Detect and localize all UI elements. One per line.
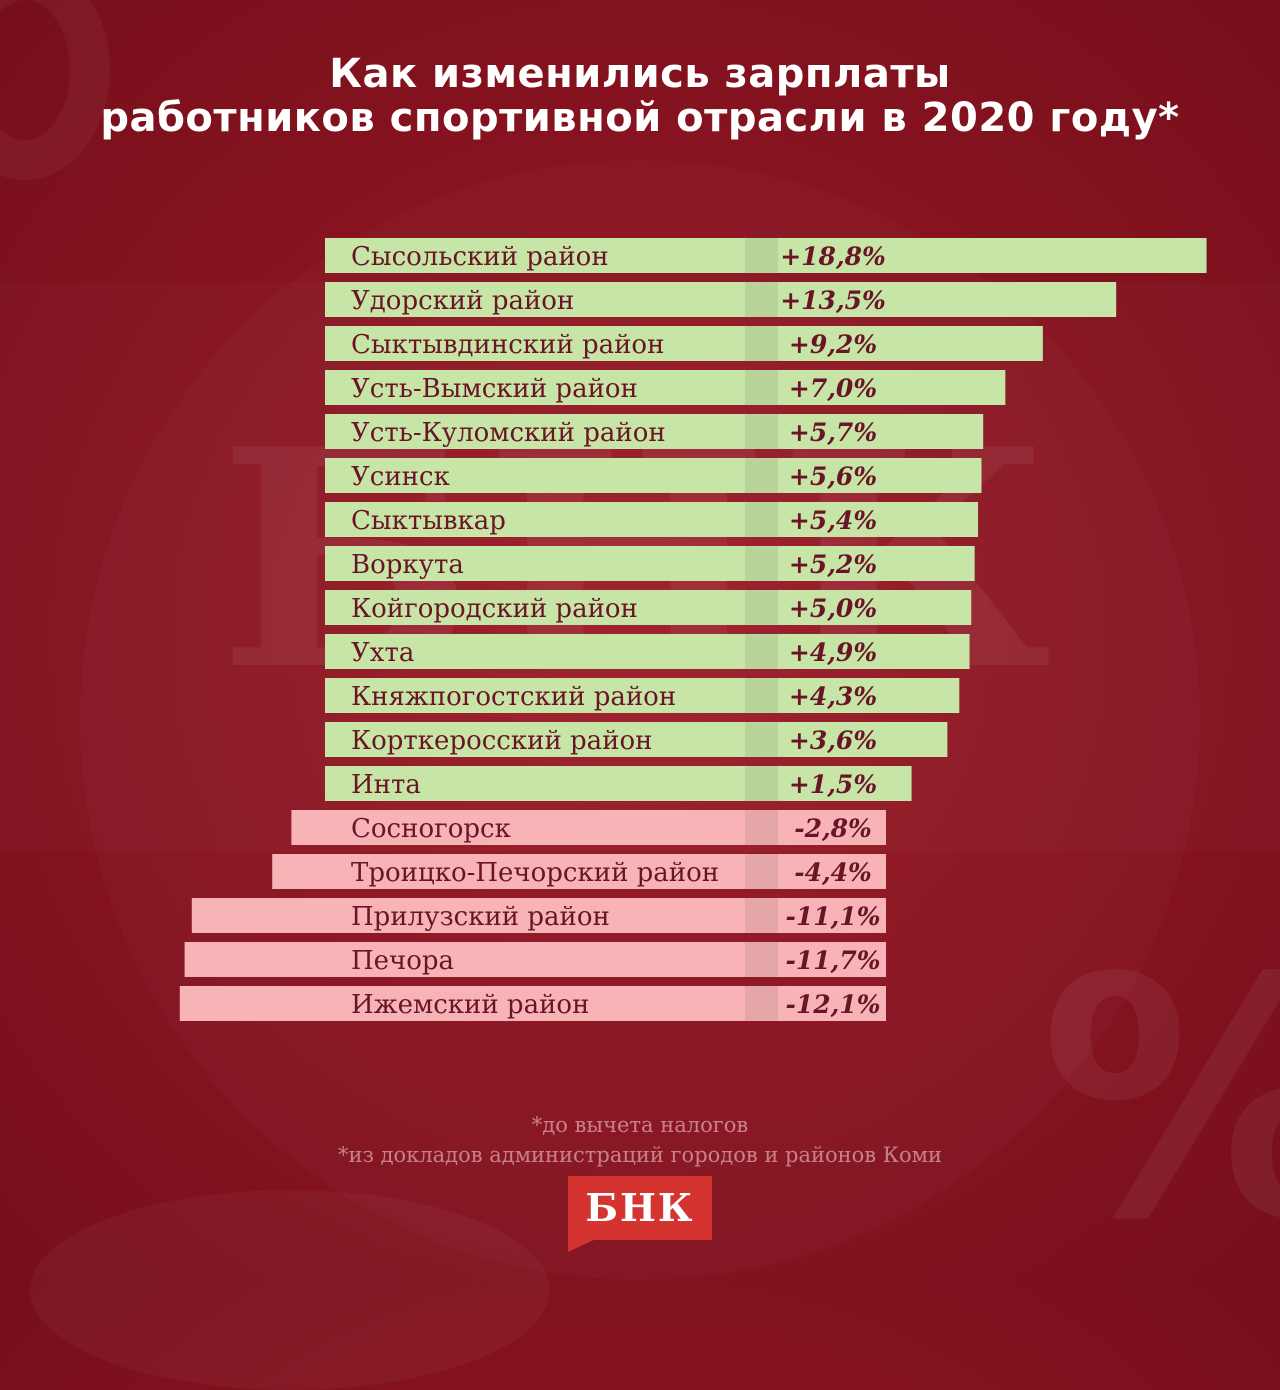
- footnotes: *до вычета налогов *из докладов админист…: [240, 1110, 1040, 1170]
- value-label-8: +5,2%: [789, 550, 877, 579]
- bar-2: [325, 282, 1117, 317]
- value-label-3: +9,2%: [789, 330, 877, 359]
- category-label-6: Усинск: [351, 462, 450, 492]
- bar-shade-6: [745, 458, 778, 493]
- category-label-18: Ижемский район: [351, 990, 589, 1020]
- bar-shade-17: [745, 942, 778, 977]
- footnote-1: *до вычета налогов: [531, 1113, 749, 1137]
- bar-shade-8: [745, 546, 778, 581]
- value-label-12: +3,6%: [789, 726, 877, 755]
- bar-16: [191, 898, 887, 933]
- category-label-17: Печора: [351, 946, 454, 976]
- bar-12: [325, 722, 948, 757]
- bar-shade-11: [745, 678, 778, 713]
- percent-decoration-icon: %: [1040, 930, 1280, 1270]
- bar-shade-12: [745, 722, 778, 757]
- value-label-4: +7,0%: [789, 374, 877, 403]
- bar-shade-3: [745, 326, 778, 361]
- category-label-13: Инта: [351, 770, 421, 800]
- bar-6: [325, 458, 982, 493]
- bar-4: [325, 370, 1006, 405]
- title-line-1: Как изменились зарплаты: [329, 51, 951, 97]
- bar-shade-1: [745, 238, 778, 273]
- bar-shade-10: [745, 634, 778, 669]
- page-title: Как изменились зарплаты работников спорт…: [40, 52, 1240, 140]
- value-label-10: +4,9%: [789, 638, 877, 667]
- bar-14: [291, 810, 886, 845]
- category-label-8: Воркута: [351, 550, 464, 580]
- category-label-1: Сысольский район: [351, 242, 609, 272]
- bar-1: [325, 238, 1207, 273]
- bar-13: [325, 766, 912, 801]
- category-label-16: Прилузский район: [351, 902, 610, 932]
- value-label-7: +5,4%: [789, 506, 877, 535]
- value-label-1: +18,8%: [780, 242, 886, 271]
- bar-shade-2: [745, 282, 778, 317]
- category-label-3: Сыктывдинский район: [351, 330, 664, 360]
- bar-shade-4: [745, 370, 778, 405]
- bar-7: [325, 502, 979, 537]
- category-label-11: Княжпогостский район: [351, 682, 676, 712]
- value-label-14: -2,8%: [794, 814, 872, 843]
- category-label-7: Сыктывкар: [351, 506, 506, 536]
- bar-shade-15: [745, 854, 778, 889]
- value-label-5: +5,7%: [789, 418, 877, 447]
- category-label-5: Усть-Куломский район: [351, 418, 666, 448]
- category-label-10: Ухта: [351, 638, 414, 668]
- title-line-2: работников спортивной отрасли в 2020 год…: [100, 95, 1180, 141]
- logo-tail-icon: [568, 1238, 598, 1252]
- bar-shade-5: [745, 414, 778, 449]
- value-label-2: +13,5%: [780, 286, 886, 315]
- value-label-9: +5,0%: [789, 594, 877, 623]
- bar-shade-16: [745, 898, 778, 933]
- bar-3: [325, 326, 1043, 361]
- footnote-2: *из докладов администраций городов и рай…: [338, 1143, 942, 1167]
- bar-shade-14: [745, 810, 778, 845]
- bnk-logo: БНК: [568, 1176, 712, 1240]
- category-label-12: Корткеросский район: [351, 726, 653, 756]
- category-label-4: Усть-Вымский район: [351, 374, 638, 404]
- bar-8: [325, 546, 975, 581]
- value-label-15: -4,4%: [794, 858, 872, 887]
- bar-15: [272, 854, 886, 889]
- category-label-14: Сосногорск: [351, 814, 511, 844]
- bar-shade-7: [745, 502, 778, 537]
- value-label-17: -11,7%: [785, 946, 880, 975]
- category-label-15: Троицко-Печорский район: [351, 858, 719, 888]
- value-label-16: -11,1%: [785, 902, 880, 931]
- bar-shade-18: [745, 986, 778, 1021]
- bar-5: [325, 414, 984, 449]
- bar-chart: Сысольский район +18,8% Удорский район +13,…: [179, 238, 1207, 1021]
- value-label-11: +4,3%: [789, 682, 877, 711]
- value-label-6: +5,6%: [789, 462, 877, 491]
- bar-17: [184, 942, 887, 977]
- bar-10: [325, 634, 970, 669]
- category-label-9: Койгородский район: [351, 594, 638, 624]
- bar-shade-9: [745, 590, 778, 625]
- bar-11: [325, 678, 960, 713]
- bar-shade-13: [745, 766, 778, 801]
- bar-9: [325, 590, 972, 625]
- value-label-18: -12,1%: [785, 990, 880, 1019]
- value-label-13: +1,5%: [789, 770, 877, 799]
- bar-18: [179, 986, 887, 1021]
- category-label-2: Удорский район: [351, 286, 574, 316]
